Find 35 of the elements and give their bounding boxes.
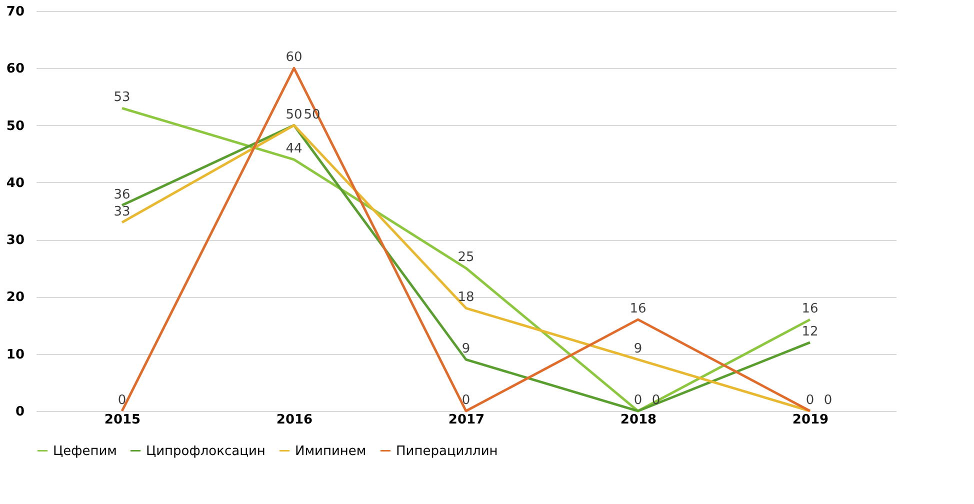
legend-label: Пиперациллин <box>396 444 498 459</box>
x-tick-label: 2017 <box>448 412 485 428</box>
y-tick-label: 40 <box>6 176 24 191</box>
y-tick-label: 30 <box>6 233 24 248</box>
data-label: 0 <box>634 393 642 408</box>
y-tick-label: 50 <box>6 118 24 134</box>
y-tick-label: 60 <box>6 62 24 77</box>
data-label: 0 <box>824 393 832 408</box>
data-label: 44 <box>286 142 302 157</box>
data-label: 16 <box>802 302 818 317</box>
legend-label: Имипинем <box>295 444 366 459</box>
y-tick-label: 70 <box>6 4 24 20</box>
x-tick-label: 2016 <box>276 412 313 428</box>
data-label: 50 <box>286 107 302 122</box>
y-tick-label: 20 <box>6 290 24 306</box>
legend-label: Ципрофлоксацин <box>146 444 266 459</box>
data-label: 60 <box>286 50 302 66</box>
x-tick-label: 2018 <box>620 412 657 428</box>
data-label: 9 <box>634 342 642 357</box>
data-label: 0 <box>118 393 126 408</box>
data-label: 36 <box>114 187 130 202</box>
x-tick-label: 2019 <box>792 412 829 428</box>
y-tick-label: 0 <box>15 404 24 420</box>
data-label: 25 <box>458 250 474 266</box>
data-label: 12 <box>802 324 818 340</box>
data-label: 0 <box>462 393 470 408</box>
data-label: 33 <box>114 204 130 220</box>
data-label: 9 <box>462 342 470 357</box>
data-label: 16 <box>630 302 646 317</box>
x-tick-label: 2015 <box>104 412 141 428</box>
data-label: 53 <box>114 90 130 106</box>
y-tick-label: 10 <box>6 347 24 362</box>
legend-label: Цефепим <box>53 444 117 459</box>
data-label: 0 <box>806 393 814 408</box>
data-label: 18 <box>458 290 474 306</box>
